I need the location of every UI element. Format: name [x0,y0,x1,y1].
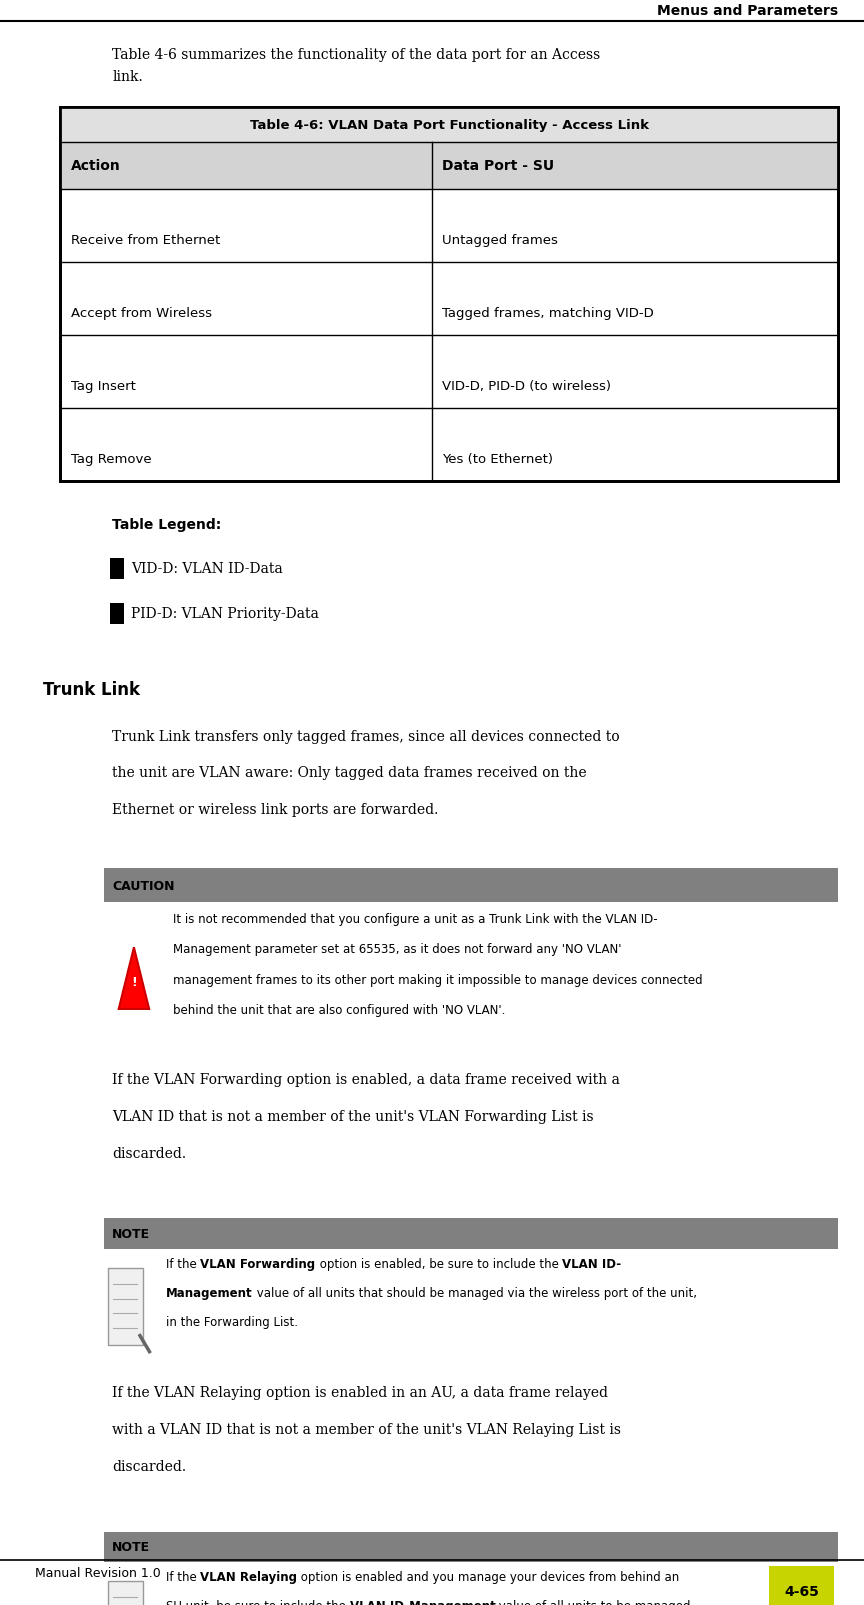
Text: value of all units to be managed: value of all units to be managed [495,1599,690,1605]
Text: VLAN Forwarding: VLAN Forwarding [200,1257,315,1270]
Text: VID-D: VLAN ID-Data: VID-D: VLAN ID-Data [131,562,283,576]
Text: management frames to its other port making it impossible to manage devices conne: management frames to its other port maki… [173,973,702,985]
Text: If the VLAN Relaying option is enabled in an AU, a data frame relayed: If the VLAN Relaying option is enabled i… [112,1385,608,1400]
Text: Table 4-6: VLAN Data Port Functionality - Access Link: Table 4-6: VLAN Data Port Functionality … [250,119,649,132]
Polygon shape [118,947,149,1010]
Text: option is enabled, be sure to include the: option is enabled, be sure to include th… [315,1257,562,1270]
Text: Tag Insert: Tag Insert [71,380,136,393]
Text: Data Port - SU: Data Port - SU [442,159,555,173]
Text: CAUTION: CAUTION [112,880,175,892]
Text: Management parameter set at 65535, as it does not forward any 'NO VLAN': Management parameter set at 65535, as it… [173,942,621,955]
Text: Yes (to Ethernet): Yes (to Ethernet) [442,453,553,465]
Text: VLAN ID-: VLAN ID- [562,1257,621,1270]
Text: Manual Revision 1.0: Manual Revision 1.0 [35,1566,161,1579]
Text: the unit are VLAN aware: Only tagged data frames received on the: the unit are VLAN aware: Only tagged dat… [112,766,587,780]
Text: VLAN ID-Management: VLAN ID-Management [350,1599,495,1605]
Text: behind the unit that are also configured with 'NO VLAN'.: behind the unit that are also configured… [173,1003,505,1016]
FancyBboxPatch shape [110,603,124,624]
Text: Action: Action [71,159,121,173]
Text: !: ! [131,976,137,989]
FancyBboxPatch shape [104,1218,838,1249]
Text: PID-D: VLAN Priority-Data: PID-D: VLAN Priority-Data [131,607,319,621]
Text: link.: link. [112,71,143,83]
Text: value of all units that should be managed via the wireless port of the unit,: value of all units that should be manage… [252,1286,696,1298]
Text: Untagged frames: Untagged frames [442,234,558,247]
FancyBboxPatch shape [104,1531,838,1562]
Text: If the VLAN Forwarding option is enabled, a data frame received with a: If the VLAN Forwarding option is enabled… [112,1072,620,1087]
Text: Table 4-6 summarizes the functionality of the data port for an Access: Table 4-6 summarizes the functionality o… [112,48,600,63]
FancyBboxPatch shape [60,108,838,143]
Text: Trunk Link: Trunk Link [43,681,140,698]
FancyBboxPatch shape [110,559,124,579]
Text: NOTE: NOTE [112,1228,150,1241]
Text: VLAN Relaying: VLAN Relaying [200,1570,297,1583]
Text: with a VLAN ID that is not a member of the unit's VLAN Relaying List is: with a VLAN ID that is not a member of t… [112,1422,621,1436]
Text: VID-D, PID-D (to wireless): VID-D, PID-D (to wireless) [442,380,612,393]
Text: option is enabled and you manage your devices from behind an: option is enabled and you manage your de… [297,1570,680,1583]
Text: discarded.: discarded. [112,1146,187,1160]
Text: Table Legend:: Table Legend: [112,517,221,531]
Text: Tagged frames, matching VID-D: Tagged frames, matching VID-D [442,307,654,319]
FancyBboxPatch shape [108,1268,143,1345]
Text: VLAN ID that is not a member of the unit's VLAN Forwarding List is: VLAN ID that is not a member of the unit… [112,1109,594,1123]
Text: discarded.: discarded. [112,1459,187,1473]
Text: If the: If the [166,1257,200,1270]
Text: 4-65: 4-65 [784,1584,819,1597]
Text: Menus and Parameters: Menus and Parameters [657,3,838,18]
FancyBboxPatch shape [60,143,838,189]
Text: Tag Remove: Tag Remove [71,453,151,465]
Text: It is not recommended that you configure a unit as a Trunk Link with the VLAN ID: It is not recommended that you configure… [173,912,658,924]
Text: Ethernet or wireless link ports are forwarded.: Ethernet or wireless link ports are forw… [112,802,439,817]
Text: NOTE: NOTE [112,1541,150,1554]
FancyBboxPatch shape [104,868,838,902]
Text: Receive from Ethernet: Receive from Ethernet [71,234,220,247]
FancyBboxPatch shape [108,1581,143,1605]
Text: If the: If the [166,1570,200,1583]
FancyBboxPatch shape [60,108,838,482]
FancyBboxPatch shape [769,1566,834,1605]
Text: Management: Management [166,1286,252,1298]
Text: in the Forwarding List.: in the Forwarding List. [166,1314,298,1327]
Text: Trunk Link transfers only tagged frames, since all devices connected to: Trunk Link transfers only tagged frames,… [112,729,620,743]
Text: SU unit, be sure to include the: SU unit, be sure to include the [166,1599,350,1605]
Text: Accept from Wireless: Accept from Wireless [71,307,212,319]
